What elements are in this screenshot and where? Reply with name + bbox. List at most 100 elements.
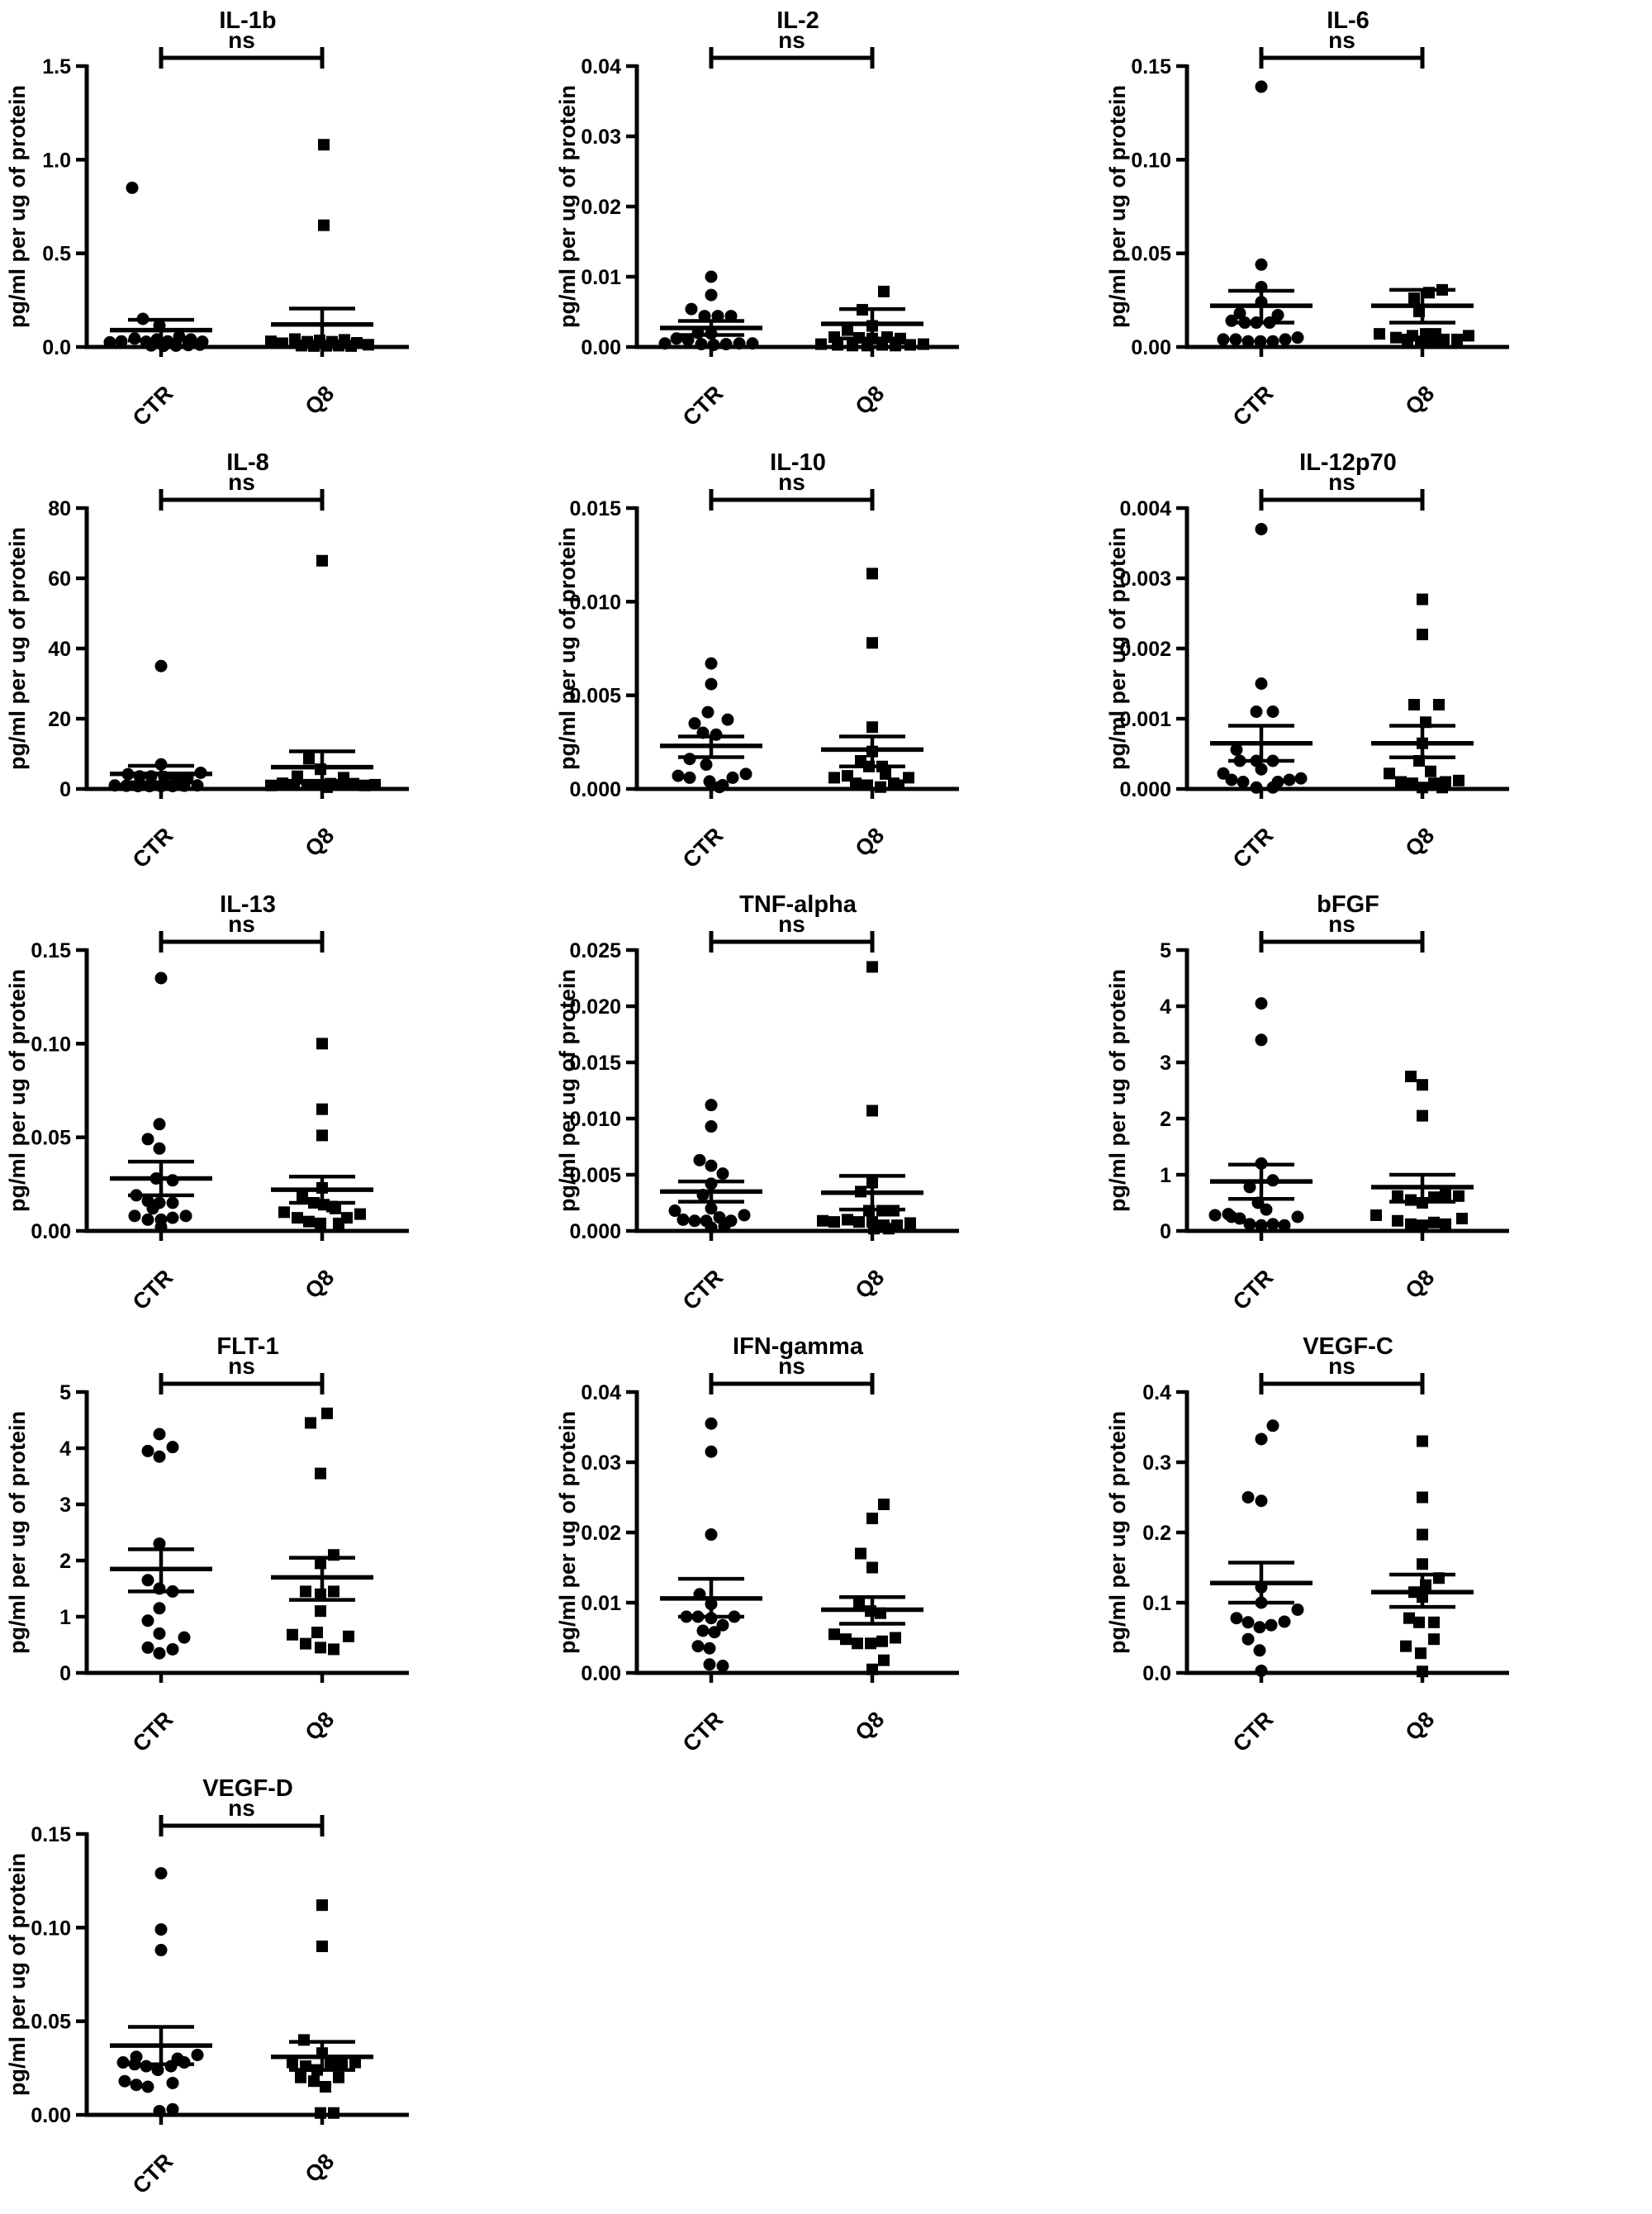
y-axis-title: pg/ml per ug of protein xyxy=(5,1411,30,1654)
y-tick-label: 0.004 xyxy=(1119,497,1171,520)
data-point-q8 xyxy=(1402,333,1413,345)
data-point-ctr xyxy=(1253,1621,1266,1634)
data-point-q8 xyxy=(315,1467,326,1480)
y-axis-title: pg/ml per ug of protein xyxy=(555,85,580,328)
chart-cell-TNF-alpha: TNF-alpha ns 0.000 0.005 0.010 0.015 0.020 0.02… xyxy=(550,884,1100,1326)
y-axis-title: pg/ml per ug of protein xyxy=(5,527,30,770)
data-point-q8 xyxy=(1425,765,1436,777)
y-tick-label: 0.10 xyxy=(31,1033,71,1056)
data-point-q8 xyxy=(1463,330,1474,342)
data-point-q8 xyxy=(893,779,904,791)
data-point-ctr xyxy=(154,972,168,985)
chart-title: IL-6 xyxy=(1327,7,1370,34)
data-point-q8 xyxy=(1405,1071,1417,1082)
x-tick-label-q8: Q8 xyxy=(301,1707,339,1746)
data-point-ctr xyxy=(153,1118,166,1131)
chart-title: IL-12p70 xyxy=(1299,449,1397,476)
data-point-ctr xyxy=(718,1220,731,1233)
y-tick-label: 0.04 xyxy=(581,1381,621,1404)
y-tick-label: 0.05 xyxy=(1131,243,1171,266)
data-point-q8 xyxy=(855,1547,866,1560)
data-point-ctr xyxy=(701,706,714,719)
data-point-ctr xyxy=(703,775,716,788)
y-axis-title: pg/ml per ug of protein xyxy=(5,969,30,1212)
data-point-ctr xyxy=(705,1221,718,1234)
data-point-ctr xyxy=(1255,677,1268,690)
data-point-q8 xyxy=(1453,1190,1464,1202)
data-point-q8 xyxy=(336,2058,348,2070)
data-point-q8 xyxy=(278,1206,290,1219)
data-point-q8 xyxy=(1417,1558,1428,1570)
data-point-q8 xyxy=(1417,1528,1428,1541)
data-point-ctr xyxy=(739,767,752,781)
x-tick-label-q8: Q8 xyxy=(851,381,890,420)
data-point-ctr xyxy=(716,1167,729,1181)
data-point-q8 xyxy=(1392,1214,1403,1227)
data-point-ctr xyxy=(141,1213,154,1226)
data-point-q8 xyxy=(325,2056,336,2069)
y-axis-title: pg/ml per ug of protein xyxy=(555,969,580,1212)
data-point-q8 xyxy=(847,340,858,352)
data-point-q8 xyxy=(1417,1219,1428,1232)
y-tick-label: 0.10 xyxy=(31,1917,71,1940)
chart-cell-bFGF: bFGF ns 0 1 2 3 4 5 pg/ml per ug of protein CTR Q8 xyxy=(1100,884,1650,1326)
data-point-q8 xyxy=(852,1637,863,1650)
data-point-ctr xyxy=(154,1220,168,1233)
data-point-q8 xyxy=(321,1407,333,1419)
chart-cell-IL-13: IL-13 ns 0.00 0.05 0.10 0.15 pg/ml per ug of p… xyxy=(0,884,550,1326)
data-point-q8 xyxy=(328,2107,339,2119)
data-point-q8 xyxy=(320,2081,331,2093)
data-point-q8 xyxy=(904,339,916,351)
data-point-q8 xyxy=(1453,774,1464,786)
data-point-ctr xyxy=(146,1202,159,1215)
data-point-ctr xyxy=(688,1214,701,1228)
x-tick-label-ctr: CTR xyxy=(1228,381,1278,430)
y-tick-label: 1 xyxy=(59,1606,71,1629)
data-point-ctr xyxy=(166,1211,179,1224)
data-point-q8 xyxy=(866,721,878,734)
data-point-ctr xyxy=(716,1618,729,1632)
y-tick-label: 2 xyxy=(1160,1108,1171,1131)
data-point-ctr xyxy=(705,1202,718,1215)
data-point-q8 xyxy=(1400,1640,1412,1652)
data-point-q8 xyxy=(866,1561,878,1574)
significance-label: ns xyxy=(228,1795,255,1821)
x-tick-label-ctr: CTR xyxy=(128,1707,178,1756)
y-tick-label: 1.5 xyxy=(42,55,71,78)
y-tick-label: 0.010 xyxy=(569,1108,621,1131)
data-point-q8 xyxy=(866,1663,878,1675)
data-point-ctr xyxy=(1243,1218,1256,1231)
y-tick-label: 0.10 xyxy=(1131,149,1171,172)
data-point-q8 xyxy=(862,779,873,791)
data-point-ctr xyxy=(153,1537,166,1551)
y-tick-label: 0.00 xyxy=(31,2104,71,2127)
data-point-q8 xyxy=(300,1637,311,1650)
y-tick-label: 0.05 xyxy=(31,1127,71,1150)
data-point-q8 xyxy=(1374,328,1385,340)
data-point-ctr xyxy=(705,677,718,691)
data-point-q8 xyxy=(1408,292,1420,305)
data-point-q8 xyxy=(828,772,840,784)
data-point-ctr xyxy=(166,1196,179,1209)
data-point-q8 xyxy=(333,2071,344,2083)
data-point-q8 xyxy=(904,1217,916,1229)
chart-title: IL-13 xyxy=(220,891,276,918)
data-point-ctr xyxy=(153,1142,166,1155)
x-tick-label-q8: Q8 xyxy=(851,823,890,862)
data-point-q8 xyxy=(1428,1216,1440,1228)
x-tick-label-q8: Q8 xyxy=(301,1265,339,1304)
data-point-q8 xyxy=(880,767,891,780)
y-tick-label: 0.15 xyxy=(31,939,71,962)
data-point-q8 xyxy=(1417,782,1428,794)
data-point-q8 xyxy=(1438,333,1450,345)
data-point-q8 xyxy=(1370,1209,1382,1221)
y-tick-label: 0.5 xyxy=(42,243,71,266)
data-point-q8 xyxy=(878,1499,890,1510)
data-point-ctr xyxy=(1241,335,1255,348)
data-point-ctr xyxy=(695,338,708,351)
chart-VEGF-C: VEGF-Cns 0.0 0.1 0.2 0.3 0.4 pg/ml per ug of p… xyxy=(1105,1333,1509,1756)
significance-label: ns xyxy=(228,911,255,937)
y-tick-label: 0.0 xyxy=(1142,1662,1171,1685)
